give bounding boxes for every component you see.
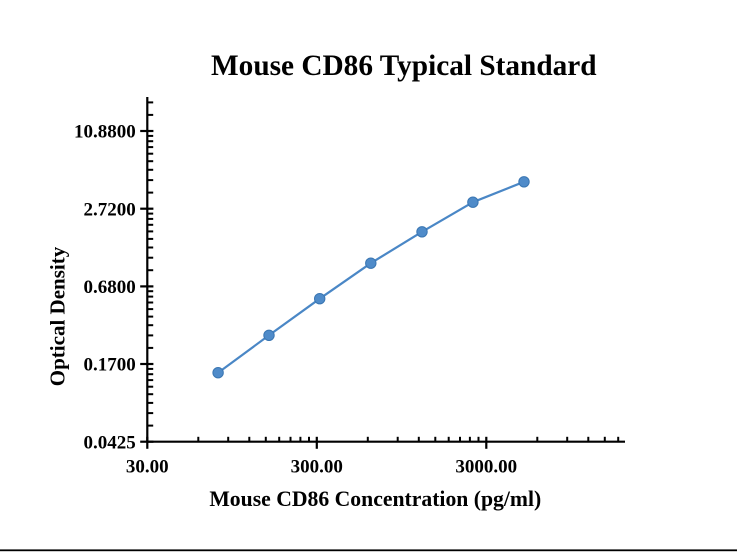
svg-text:0.6800: 0.6800 xyxy=(84,277,136,298)
svg-text:0.0425: 0.0425 xyxy=(84,432,136,453)
svg-text:3000.00: 3000.00 xyxy=(455,456,517,477)
svg-text:0.1700: 0.1700 xyxy=(84,355,136,376)
svg-text:300.00: 300.00 xyxy=(291,456,343,477)
svg-text:10.8800: 10.8800 xyxy=(74,122,136,143)
svg-text:30.00: 30.00 xyxy=(126,456,169,477)
svg-text:Optical Density: Optical Density xyxy=(46,246,70,386)
svg-text:Mouse CD86 Typical Standard: Mouse CD86 Typical Standard xyxy=(211,50,597,82)
svg-text:2.7200: 2.7200 xyxy=(84,199,136,220)
svg-text:Mouse CD86 Concentration (pg/m: Mouse CD86 Concentration (pg/ml) xyxy=(209,487,541,511)
